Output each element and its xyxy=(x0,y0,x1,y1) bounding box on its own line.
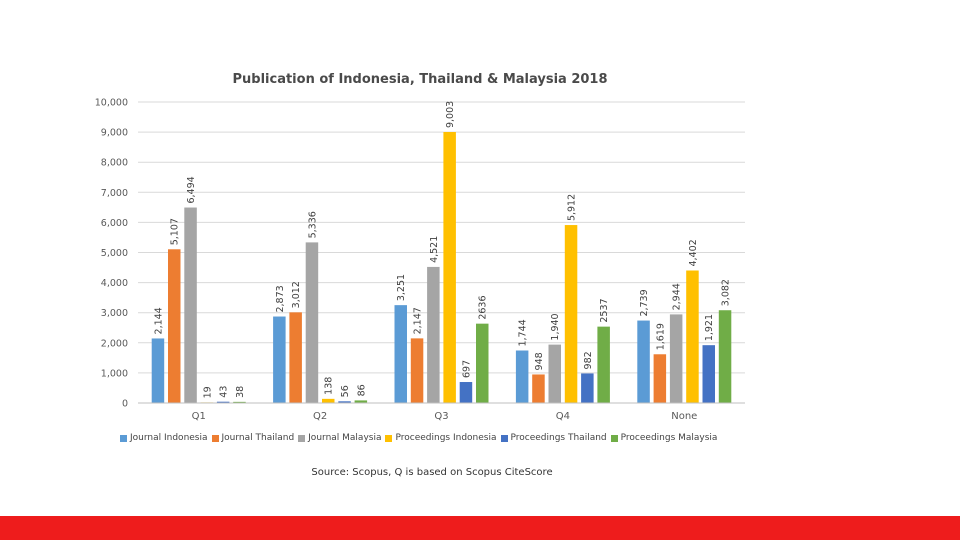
data-label: 56 xyxy=(340,385,351,397)
bar xyxy=(168,249,181,403)
source-note: Source: Scopus, Q is based on Scopus Cit… xyxy=(311,467,553,478)
legend-swatch xyxy=(298,434,306,442)
bar xyxy=(394,305,407,403)
bar xyxy=(702,345,715,403)
bar xyxy=(443,132,456,403)
legend-item: Journal Thailand xyxy=(211,433,295,443)
bar xyxy=(427,266,440,403)
x-tick-label: Q4 xyxy=(556,411,570,422)
data-label: 1,940 xyxy=(550,313,561,340)
bar xyxy=(216,401,230,403)
bar xyxy=(322,398,335,403)
data-label: 2,739 xyxy=(639,289,650,316)
data-label: 3,082 xyxy=(721,279,732,306)
data-label: 1,921 xyxy=(704,314,715,341)
legend-label: Journal Thailand xyxy=(221,433,295,443)
data-label: 982 xyxy=(583,351,594,369)
data-label: 697 xyxy=(461,360,472,378)
data-label: 5,336 xyxy=(307,211,318,238)
data-label: 6,494 xyxy=(186,176,197,203)
bar xyxy=(669,314,683,403)
data-label: 2,144 xyxy=(153,307,164,334)
bar xyxy=(273,316,286,403)
bar xyxy=(233,401,246,403)
legend-swatch xyxy=(211,434,219,442)
y-tick-label: 3,000 xyxy=(101,308,128,319)
data-label: 2,944 xyxy=(672,283,683,310)
data-label: 9,003 xyxy=(445,101,456,128)
chart-legend: Journal Indonesia Journal Thailand Journal… xyxy=(120,433,740,443)
y-tick-label: 1,000 xyxy=(101,368,128,379)
legend-swatch xyxy=(610,434,618,442)
legend-swatch xyxy=(500,434,508,442)
x-tick-label: Q2 xyxy=(313,411,327,422)
y-tick-label: 0 xyxy=(122,399,128,410)
bar xyxy=(476,323,489,403)
bar xyxy=(515,350,529,403)
bar xyxy=(459,382,473,403)
legend-label: Proceedings Thailand xyxy=(510,433,607,443)
y-tick-label: 5,000 xyxy=(101,248,128,259)
bar xyxy=(151,338,165,403)
legend-item: Journal Malaysia xyxy=(298,433,381,443)
y-tick-label: 9,000 xyxy=(101,128,128,139)
bar xyxy=(289,312,302,403)
data-label: 4,521 xyxy=(429,236,440,263)
legend-label: Proceedings Indonesia xyxy=(395,433,497,443)
bar xyxy=(354,400,368,403)
data-label: 4,402 xyxy=(688,239,699,266)
y-tick-label: 7,000 xyxy=(101,188,128,199)
bar xyxy=(581,373,594,403)
data-label: 2636 xyxy=(478,295,489,319)
legend-swatch xyxy=(385,434,393,442)
legend-item: Proceedings Thailand xyxy=(500,433,607,443)
bar xyxy=(564,225,578,403)
legend-item: Proceedings Malaysia xyxy=(610,433,718,443)
y-tick-label: 6,000 xyxy=(101,218,128,229)
bar xyxy=(653,354,667,403)
data-label: 43 xyxy=(219,386,230,398)
bar xyxy=(410,338,424,403)
bar xyxy=(637,320,650,403)
data-label: 3,251 xyxy=(396,274,407,301)
data-label: 2,147 xyxy=(413,307,424,334)
y-tick-label: 8,000 xyxy=(101,158,128,169)
legend-swatch xyxy=(120,434,127,442)
data-label: 138 xyxy=(324,377,335,395)
legend-item: Journal Indonesia xyxy=(120,433,208,443)
data-label: 19 xyxy=(202,386,213,398)
data-label: 5,107 xyxy=(170,218,181,245)
data-label: 1,619 xyxy=(655,323,666,350)
bar xyxy=(305,242,319,403)
bar xyxy=(686,270,699,403)
bar xyxy=(532,374,545,403)
data-label: 1,744 xyxy=(518,319,529,346)
bar xyxy=(548,344,561,403)
y-tick-label: 4,000 xyxy=(101,278,128,289)
data-label: 948 xyxy=(534,352,545,370)
data-label: 2,873 xyxy=(275,285,286,312)
x-tick-label: Q1 xyxy=(192,411,206,422)
y-tick-label: 2,000 xyxy=(101,338,128,349)
bar xyxy=(184,207,197,403)
data-label: 38 xyxy=(235,386,246,398)
data-label: 3,012 xyxy=(291,281,302,308)
bar xyxy=(338,401,351,403)
legend-label: Journal Malaysia xyxy=(308,433,382,443)
bar xyxy=(718,310,732,403)
legend-label: Journal Indonesia xyxy=(130,433,208,443)
legend-label: Proceedings Malaysia xyxy=(620,433,718,443)
bar xyxy=(597,326,610,403)
data-label: 2537 xyxy=(599,298,610,322)
legend-item: Proceedings Indonesia xyxy=(385,433,497,443)
x-tick-label: None xyxy=(671,411,697,422)
chart-title: Publication of Indonesia, Thailand & Mal… xyxy=(232,72,608,87)
data-label: 5,912 xyxy=(567,194,578,221)
footer-bar xyxy=(0,516,960,540)
x-tick-label: Q3 xyxy=(434,411,448,422)
data-label: 86 xyxy=(356,384,367,396)
y-tick-label: 10,000 xyxy=(95,98,128,109)
